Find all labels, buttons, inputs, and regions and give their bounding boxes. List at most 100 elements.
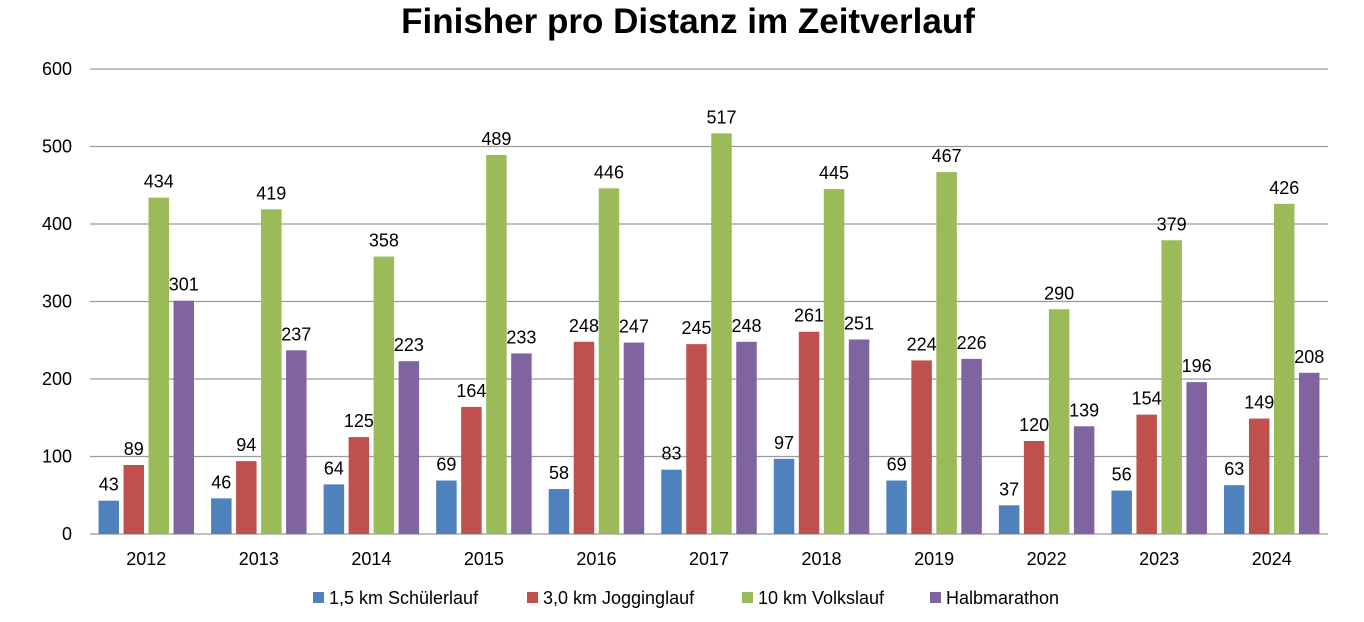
data-label: 467: [932, 146, 962, 166]
bar: [573, 341, 595, 534]
data-label: 223: [394, 335, 424, 355]
x-tick-label: 2024: [1252, 549, 1292, 569]
bar: [148, 197, 170, 534]
data-label: 139: [1069, 400, 1099, 420]
bar: [911, 360, 932, 534]
x-tick-label: 2017: [689, 549, 729, 569]
bar: [711, 133, 732, 534]
y-tick-label: 0: [62, 524, 72, 544]
x-axis-ticks: 2012 2013 2014 2015 2016 2017 2018 2019 2022 2023…: [126, 549, 1292, 569]
data-label: 261: [794, 306, 824, 326]
x-tick-label: 2018: [802, 549, 842, 569]
bar: [348, 437, 370, 534]
data-label: 83: [661, 444, 681, 464]
bar: [1136, 414, 1157, 534]
data-label: 69: [887, 455, 907, 475]
data-label: 63: [1224, 459, 1244, 479]
data-label: 358: [369, 231, 399, 251]
data-label: 97: [774, 433, 794, 453]
bar: [1073, 426, 1095, 534]
data-label: 245: [681, 318, 711, 338]
data-label: 224: [907, 334, 937, 354]
data-label: 251: [844, 313, 874, 333]
data-label: 434: [144, 172, 174, 192]
data-label: 196: [1182, 356, 1212, 376]
x-tick-label: 2022: [1027, 549, 1067, 569]
bar: [261, 209, 282, 534]
data-label: 43: [99, 475, 119, 495]
legend-swatch: [527, 592, 538, 603]
bar: [1248, 418, 1270, 534]
y-tick-label: 500: [42, 137, 72, 157]
y-tick-label: 300: [42, 292, 72, 312]
data-label: 46: [211, 472, 231, 492]
data-label: 56: [1112, 465, 1132, 485]
bar: [736, 341, 757, 534]
bar: [598, 188, 620, 534]
bar: [1111, 490, 1132, 534]
bar: [1161, 240, 1182, 534]
bar: [398, 361, 420, 534]
data-label: 58: [549, 463, 569, 483]
bar: [436, 480, 457, 534]
data-label: 208: [1294, 347, 1324, 367]
data-label: 154: [1132, 389, 1162, 409]
data-label: 517: [706, 107, 736, 127]
data-label: 489: [481, 129, 511, 149]
bar: [323, 484, 345, 534]
data-label: 120: [1019, 415, 1049, 435]
bar: [848, 339, 870, 534]
data-label: 233: [506, 327, 536, 347]
data-label: 37: [999, 479, 1019, 499]
data-label: 426: [1269, 178, 1299, 198]
x-tick-label: 2014: [351, 549, 391, 569]
bar: [461, 406, 482, 534]
legend-label: 10 km Volkslauf: [758, 588, 885, 608]
bar: [1298, 372, 1320, 534]
bar: [236, 461, 257, 534]
data-label: 164: [456, 381, 486, 401]
y-tick-label: 400: [42, 214, 72, 234]
data-label: 125: [344, 411, 374, 431]
legend-swatch: [742, 592, 753, 603]
y-axis-ticks: 0 100 200 300 400 500 600: [42, 59, 72, 544]
bar: [486, 155, 507, 534]
data-label: 64: [324, 458, 344, 478]
x-tick-label: 2023: [1139, 549, 1179, 569]
data-label: 69: [436, 455, 456, 475]
bar: [1023, 441, 1045, 534]
y-tick-label: 200: [42, 369, 72, 389]
bar: [886, 480, 907, 534]
bar: [686, 344, 707, 534]
bars: [98, 133, 1320, 534]
data-label: 247: [619, 317, 649, 337]
legend-label: 3,0 km Jogginglauf: [543, 588, 695, 608]
y-tick-label: 600: [42, 59, 72, 79]
x-tick-label: 2013: [239, 549, 279, 569]
x-tick-label: 2015: [464, 549, 504, 569]
bar: [1273, 203, 1295, 534]
x-tick-label: 2016: [576, 549, 616, 569]
legend: 1,5 km Schülerlauf 3,0 km Jogginglauf 10 k…: [313, 588, 1059, 608]
x-tick-label: 2019: [914, 549, 954, 569]
x-tick-label: 2012: [126, 549, 166, 569]
bar: [286, 350, 307, 534]
data-label: 149: [1244, 393, 1274, 413]
bar: [548, 489, 570, 534]
bar: [123, 465, 145, 534]
data-label: 290: [1044, 283, 1074, 303]
bar: [823, 189, 845, 534]
data-label: 89: [124, 439, 144, 459]
bar: [373, 256, 395, 534]
bar: [1048, 309, 1070, 534]
data-label: 445: [819, 163, 849, 183]
y-tick-label: 100: [42, 447, 72, 467]
bar: [936, 172, 957, 534]
legend-swatch: [930, 592, 941, 603]
data-label: 379: [1157, 214, 1187, 234]
bar: [511, 353, 532, 534]
bar: [961, 358, 982, 534]
